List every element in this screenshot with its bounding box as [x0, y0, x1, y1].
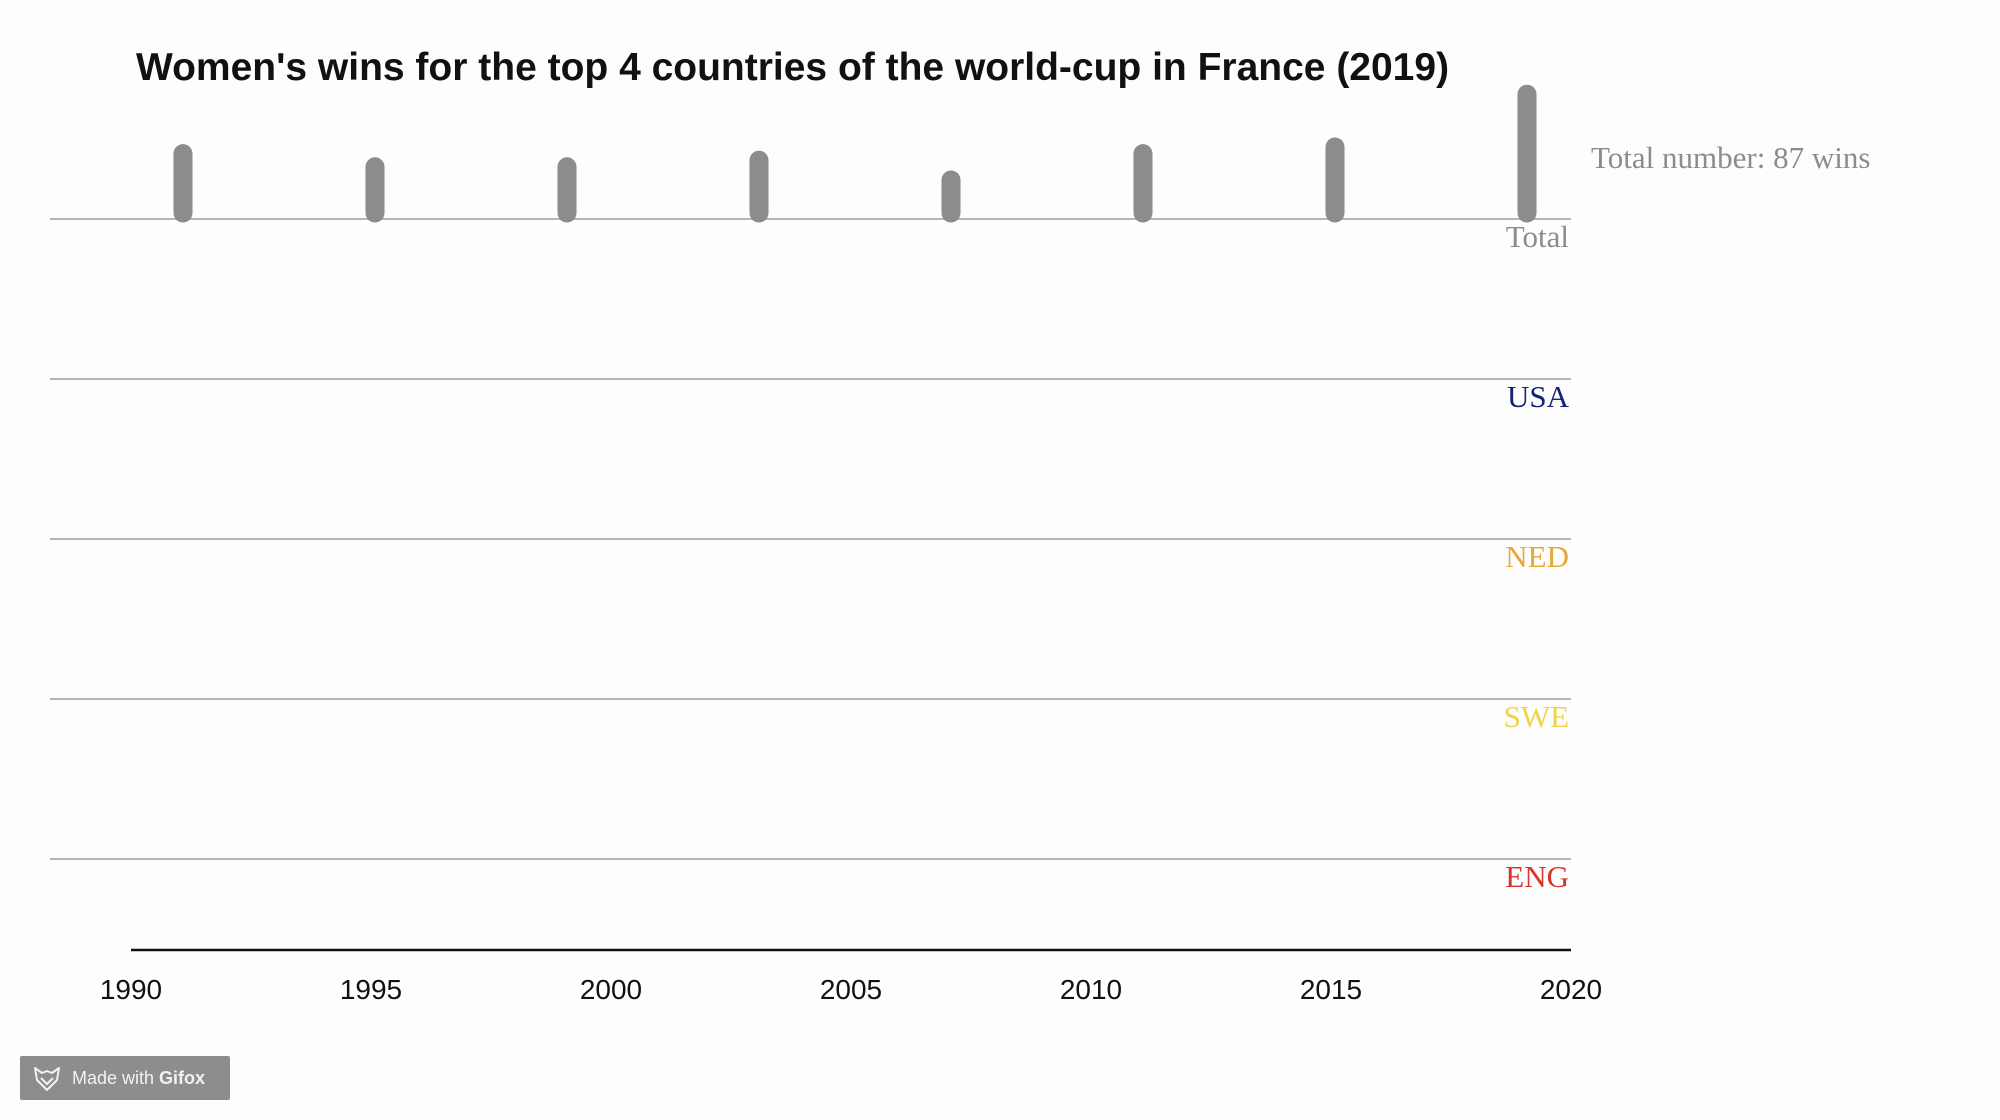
x-tick-label-2000: 2000 [580, 974, 642, 1005]
row-label-eng: ENG [1505, 859, 1569, 894]
row-label-usa: USA [1507, 379, 1570, 414]
x-axis-ticks: 1990 1995 2000 2005 2010 2015 2020 [100, 974, 1602, 1005]
x-tick-label-2005: 2005 [820, 974, 882, 1005]
x-tick-label-2020: 2020 [1540, 974, 1602, 1005]
row-label-total: Total [1506, 219, 1569, 254]
row-label-ned: NED [1505, 539, 1569, 574]
badge-prefix: Made with [72, 1067, 160, 1088]
x-tick-label-2015: 2015 [1300, 974, 1362, 1005]
x-tick-label-1995: 1995 [340, 974, 402, 1005]
badge-label: Made with Gifox [72, 1068, 205, 1089]
chart-bars [173, 84, 1537, 223]
fox-logo-icon [34, 1067, 60, 1091]
x-tick-label-2010: 2010 [1060, 974, 1122, 1005]
row-label-swe: SWE [1504, 699, 1569, 734]
chart-title: Women's wins for the top 4 countries of … [136, 46, 1449, 89]
badge-brand: Gifox [159, 1067, 206, 1088]
x-tick-label-1990: 1990 [100, 974, 162, 1005]
chart-rows: Total USA NED SWE ENG [50, 218, 1571, 894]
total-annotation: Total number: 87 wins [1591, 140, 1870, 175]
made-with-gifox-badge[interactable]: Made with Gifox [20, 1056, 230, 1100]
